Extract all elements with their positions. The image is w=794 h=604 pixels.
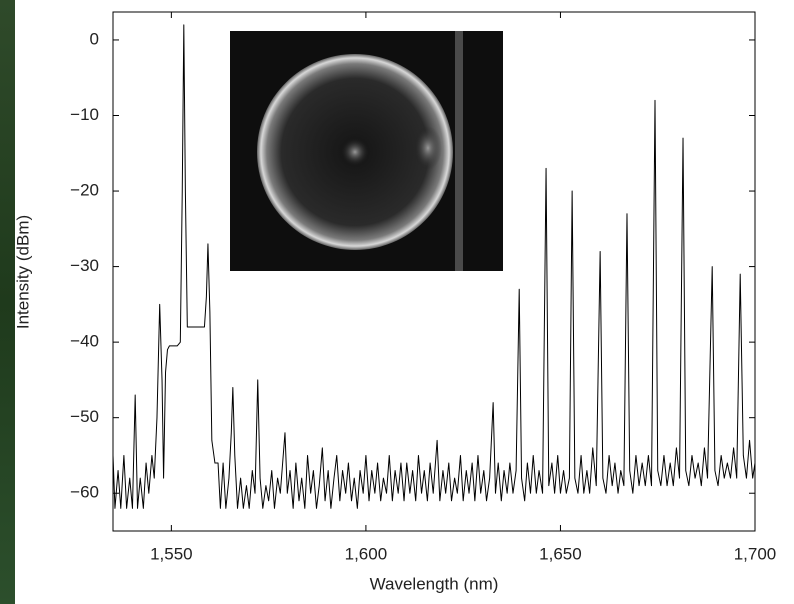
x-tick-label: 1,700 [734, 544, 777, 563]
x-axis-label: Wavelength (nm) [370, 574, 499, 593]
y-axis-label: Intensity (dBm) [13, 215, 32, 329]
spectrum-line [112, 24, 756, 509]
y-tick-label: 0 [90, 29, 99, 48]
x-tick-label: 1,600 [345, 544, 388, 563]
x-tick-label: 1,550 [150, 544, 193, 563]
y-tick-label: −10 [70, 105, 99, 124]
background-strip [0, 0, 15, 604]
y-tick-label: −30 [70, 256, 99, 275]
y-tick-label: −60 [70, 483, 99, 502]
y-tick-label: −50 [70, 407, 99, 426]
y-tick-label: −20 [70, 181, 99, 200]
x-tick-label: 1,650 [539, 544, 582, 563]
plot-frame [112, 11, 756, 532]
y-tick-label: −40 [70, 332, 99, 351]
inset-image [230, 31, 503, 271]
